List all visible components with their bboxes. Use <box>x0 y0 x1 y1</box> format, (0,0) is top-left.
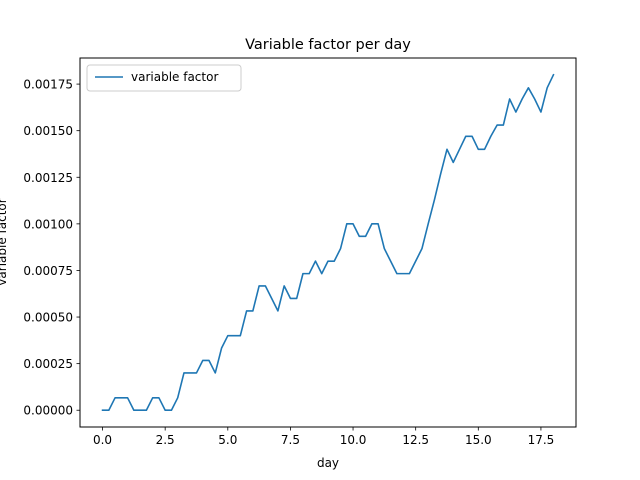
y-tick-label: 0.00100 <box>23 217 73 231</box>
x-tick-label: 2.5 <box>156 433 175 447</box>
x-tick-label: 7.5 <box>281 433 300 447</box>
x-axis-label: day <box>317 456 339 470</box>
y-tick-label: 0.00125 <box>23 171 73 185</box>
y-tick-label: 0.00150 <box>23 124 73 138</box>
y-tick-label: 0.00075 <box>23 264 73 278</box>
y-tick-label: 0.00175 <box>23 78 73 92</box>
x-tick-label: 10.0 <box>340 433 367 447</box>
x-tick-label: 5.0 <box>218 433 237 447</box>
y-axis-label: variable factor <box>0 198 9 285</box>
y-tick-label: 0.00025 <box>23 357 73 371</box>
chart-title: Variable factor per day <box>245 37 411 53</box>
x-tick-label: 15.0 <box>465 433 492 447</box>
y-tick-label: 0.00050 <box>23 311 73 325</box>
x-tick-label: 17.5 <box>528 433 555 447</box>
legend-label: variable factor <box>131 70 218 84</box>
axes-frame <box>79 57 577 428</box>
legend-box <box>86 64 242 92</box>
series-line <box>101 73 555 412</box>
y-axis: 0.00000 0.00025 0.00050 0.00075 0.00100 0.001… <box>23 78 80 418</box>
series-group <box>101 73 555 412</box>
legend: variable factor <box>86 64 242 92</box>
y-tick-label: 0.00000 <box>23 404 73 418</box>
x-tick-label: 12.5 <box>402 433 429 447</box>
x-tick-label: 0.0 <box>93 433 112 447</box>
x-axis: 0.0 2.5 5.0 7.5 10.0 12.5 15.0 17.5 <box>93 427 554 447</box>
